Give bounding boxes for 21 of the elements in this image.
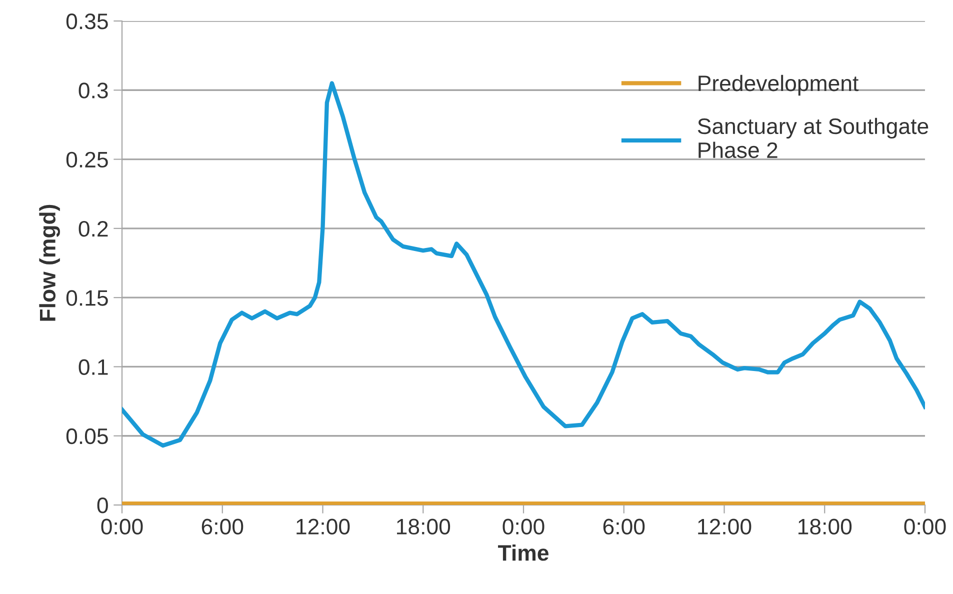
- legend-label: Sanctuary at Southgate Phase 2: [698, 118, 928, 158]
- x-tick-label: 6:00: [603, 518, 645, 535]
- x-tick-label: 6:00: [202, 518, 244, 535]
- x-tick-label: 18:00: [397, 518, 450, 535]
- y-tick-label: 0.1: [78, 359, 108, 375]
- x-tick-label: 0:00: [502, 518, 544, 535]
- y-tick-label: 0.05: [66, 428, 108, 444]
- x-tick-label: 12:00: [296, 518, 350, 535]
- y-axis-title: Flow (mgd): [39, 204, 60, 321]
- legend-label: Predevelopment: [698, 74, 859, 96]
- x-tick-label: 0:00: [101, 518, 143, 535]
- y-tick-label: 0.3: [78, 82, 108, 98]
- y-tick-label: 0: [97, 498, 108, 514]
- x-tick-label: 18:00: [798, 518, 852, 535]
- y-tick-label: 0.15: [66, 290, 108, 306]
- y-tick-label: 0.25: [66, 152, 108, 168]
- y-tick-label: 0.2: [78, 220, 108, 237]
- y-tick-label: 0.35: [66, 14, 108, 30]
- x-axis-title: Time: [498, 544, 548, 561]
- x-tick-label: 12:00: [698, 518, 752, 535]
- x-tick-label: 0:00: [904, 518, 946, 535]
